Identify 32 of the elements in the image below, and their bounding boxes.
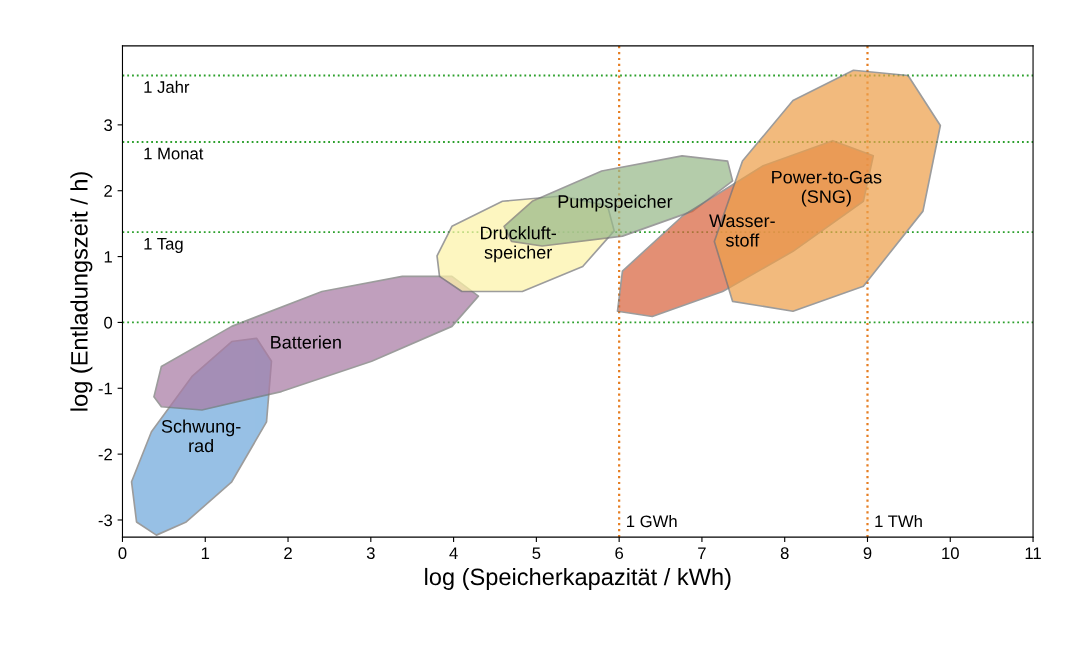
ref-line-label: 1 GWh — [627, 514, 677, 528]
x-tick-label: 5 — [532, 547, 541, 560]
x-axis-title: log (Speicherkapazität / kWh) — [425, 567, 731, 590]
x-tick-label: 11 — [1025, 547, 1041, 559]
series-label: Power-to-Gas (SNG) — [772, 170, 882, 207]
ref-line-label: 1 TWh — [875, 514, 922, 528]
x-tick-label: 2 — [284, 547, 292, 559]
ref-line-label: 1 Tag — [144, 238, 183, 254]
y-tick-label: 3 — [104, 119, 113, 132]
y-tick-label: 1 — [104, 251, 112, 263]
x-tick-label: 10 — [942, 547, 959, 560]
x-tick-label: 6 — [615, 547, 624, 560]
ref-line-label: 1 Jahr — [144, 80, 190, 93]
series-label: Batterien — [271, 335, 341, 349]
y-tick-label: -1 — [98, 382, 112, 395]
y-tick-label: 0 — [104, 316, 113, 329]
series-label: Druckluft- speicher — [481, 226, 556, 263]
series-label: Pumpspeicher — [558, 194, 673, 212]
y-tick-label: 2 — [104, 185, 112, 197]
x-tick-label: 9 — [863, 547, 872, 560]
series-label: Schwung- rad — [161, 419, 241, 453]
y-tick-label: -2 — [98, 448, 112, 461]
x-tick-label: 4 — [449, 547, 458, 559]
ref-line-label: 1 Monat — [144, 147, 204, 160]
x-tick-label: 8 — [780, 547, 789, 560]
x-tick-label: 3 — [366, 547, 375, 560]
y-tick-label: -3 — [98, 514, 113, 527]
x-tick-label: 7 — [698, 547, 706, 559]
x-tick-label: 0 — [118, 547, 127, 560]
x-tick-label: 1 — [201, 547, 210, 559]
series-label: Wasser- stoff — [709, 214, 775, 247]
y-axis-title: log (Entladungszeit / h) — [70, 172, 93, 411]
